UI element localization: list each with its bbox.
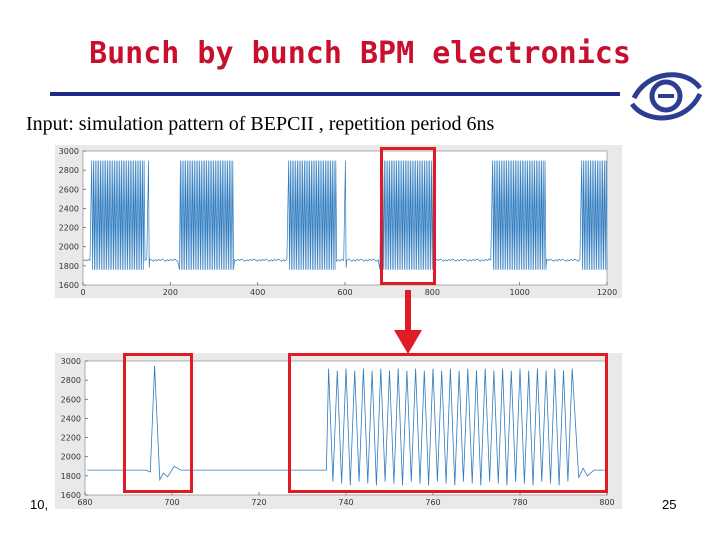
zoom-signal-line (87, 365, 605, 486)
overview-plot: 3000 2800 2600 2400 2200 2000 1800 1600 0 200 400 6… (55, 145, 622, 298)
zoom-y-tick-label: 1800 (61, 472, 81, 481)
zoom-y-tick-label: 2600 (61, 395, 81, 404)
overview-x-tick-label: 200 (163, 288, 178, 297)
zoom-y-tick-label: 2000 (61, 453, 81, 462)
overview-y-tick-label: 2200 (59, 224, 79, 233)
selection-box-top (380, 147, 436, 285)
overview-x-tick-label: 1200 (597, 288, 617, 297)
footer-date: 10, (30, 497, 49, 512)
overview-x-tick-label: 800 (425, 288, 440, 297)
logo-icon (629, 72, 703, 121)
zoom-x-tick-label: 760 (425, 498, 440, 507)
zoom-y-tick-label: 2800 (61, 376, 81, 385)
slide-title: Bunch by bunch BPM electronics (89, 36, 631, 71)
zoom-x-tick-label: 740 (338, 498, 353, 507)
overview-y-tick-label: 1600 (59, 281, 79, 290)
overview-y-tick-label: 2600 (59, 185, 79, 194)
page-number: 25 (662, 497, 677, 512)
overview-y-tick-label: 2400 (59, 204, 79, 213)
zoom-x-tick-label: 780 (512, 498, 527, 507)
zoom-y-tick-label: 3000 (61, 357, 81, 366)
overview-x-tick-label: 0 (80, 288, 85, 297)
overview-y-tick-label: 2000 (59, 243, 79, 252)
zoom-x-tick-label: 680 (77, 498, 92, 507)
zoom-box-train (288, 353, 608, 493)
zoom-plot-area (84, 360, 608, 496)
overview-x-tick-label: 1000 (509, 288, 529, 297)
overview-y-tick-label: 1800 (59, 262, 79, 271)
title-divider (50, 92, 620, 96)
overview-signal-line (82, 160, 608, 270)
zoom-y-tick-label: 2200 (61, 434, 81, 443)
zoom-x-tick-label: 800 (599, 498, 614, 507)
zoom-y-tick-label: 2400 (61, 414, 81, 423)
zoom-plot: 3000 2800 2600 2400 2200 2000 1800 1600 680 700 72… (55, 353, 622, 509)
zoom-arrow (394, 290, 422, 354)
slide-subtitle: Input: simulation pattern of BEPCII , re… (26, 113, 495, 135)
institute-logo (624, 64, 708, 128)
zoom-box-single (123, 353, 193, 493)
overview-y-tick-label: 3000 (59, 147, 79, 156)
zoom-x-tick-label: 720 (251, 498, 266, 507)
overview-x-tick-label: 400 (250, 288, 265, 297)
zoom-y-tick-label: 1600 (61, 491, 81, 500)
overview-y-tick-label: 2800 (59, 166, 79, 175)
overview-x-tick-label: 600 (337, 288, 352, 297)
zoom-x-tick-label: 700 (164, 498, 179, 507)
